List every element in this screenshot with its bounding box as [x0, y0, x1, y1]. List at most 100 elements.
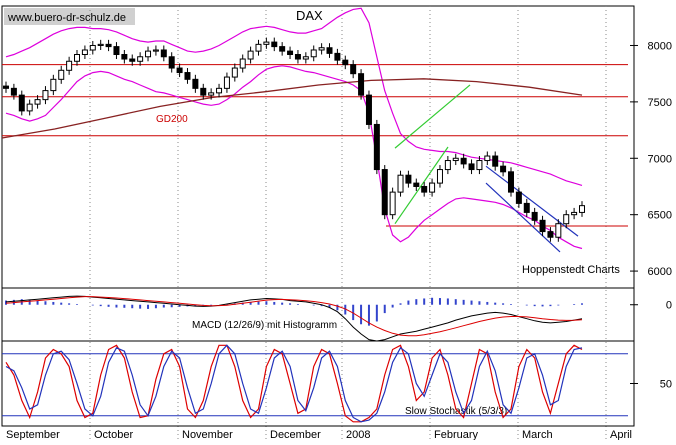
candle-body — [271, 41, 278, 48]
x-tick-label: December — [270, 429, 321, 440]
y-tick-label: 7500 — [648, 97, 672, 109]
candle-body — [89, 44, 96, 51]
candle-body — [531, 211, 538, 221]
candle-body — [287, 50, 294, 56]
watermark-box — [4, 8, 135, 25]
candle-body — [326, 47, 333, 54]
candle-body — [247, 50, 254, 60]
stochastic-d-line — [5, 344, 583, 423]
lower-bollinger-band — [5, 65, 583, 250]
candle-body — [539, 219, 546, 233]
candle-body — [239, 58, 246, 69]
candlesticks — [3, 37, 585, 242]
candle-body — [381, 169, 388, 216]
y-tick-label: 7000 — [648, 153, 672, 165]
stochastic-label: Slow Stochastik (5/3/3) — [405, 406, 507, 417]
stochastic-panel — [2, 344, 628, 423]
candle-body — [460, 157, 467, 165]
downtrend-channel-lower — [485, 182, 561, 253]
x-tick-label: September — [6, 429, 60, 440]
candle-body — [58, 69, 65, 80]
candle-body — [334, 52, 341, 61]
candle-body — [168, 56, 175, 69]
candle-body — [208, 92, 215, 96]
candle-body — [579, 205, 585, 213]
candle-body — [200, 87, 207, 96]
candle-body — [523, 202, 530, 213]
candle-body — [26, 103, 33, 112]
x-tick-label: November — [182, 429, 233, 440]
x-tick-label: April — [610, 429, 632, 440]
candle-body — [468, 163, 475, 171]
x-tick-label: 2008 — [346, 429, 370, 440]
candle-body — [216, 87, 223, 94]
x-tick-label: October — [94, 429, 133, 440]
candle-body — [421, 185, 428, 193]
candle-body — [571, 211, 578, 216]
candle-body — [563, 214, 570, 225]
candle-body — [444, 160, 451, 171]
support-resistance-lines — [2, 64, 628, 227]
candle-body — [294, 54, 301, 60]
candle-body — [231, 67, 238, 78]
watermark: www.buero-dr-schulz.de — [7, 12, 126, 24]
candle-body — [279, 46, 286, 52]
candle-body — [342, 59, 349, 66]
y-tick-label: 8000 — [648, 40, 672, 52]
candle-body — [66, 60, 73, 71]
candle-body — [436, 169, 443, 184]
candle-body — [350, 64, 357, 75]
candle-body — [113, 46, 120, 56]
candle-body — [507, 171, 514, 193]
candle-body — [223, 76, 230, 89]
candle-body — [81, 49, 88, 56]
candle-body — [452, 157, 459, 162]
macd-panel — [5, 295, 583, 342]
candle-body — [413, 182, 420, 187]
y-axis-ticks: 8000 7500 7000 6500 6000 0 50 — [630, 40, 672, 391]
source-label: Hoppenstedt Charts — [522, 264, 620, 276]
macd-line — [5, 295, 583, 342]
candle-body — [10, 87, 17, 96]
uptrend-channel-lower — [394, 146, 449, 225]
candle-body — [310, 49, 317, 58]
candle-body — [318, 47, 325, 51]
candle-body — [302, 56, 309, 60]
gd200-line — [1, 78, 583, 139]
candle-body — [405, 174, 412, 184]
candle-body — [50, 78, 57, 92]
candle-body — [129, 58, 136, 62]
gridlines — [89, 6, 607, 440]
candle-body — [484, 155, 491, 162]
candle-body — [397, 174, 404, 193]
candle-body — [365, 94, 372, 125]
candle-body — [547, 231, 554, 238]
y-tick-label: 50 — [660, 379, 672, 391]
y-tick-label: 6500 — [648, 210, 672, 222]
candle-body — [18, 94, 25, 112]
candle-body — [389, 191, 396, 216]
candle-body — [105, 43, 112, 48]
chart-title: DAX — [296, 8, 323, 23]
ma-label-gd200: GD200 — [156, 114, 188, 125]
candle-body — [555, 223, 562, 238]
x-tick-label: March — [522, 429, 553, 440]
candle-body — [145, 50, 152, 58]
candle-body — [192, 78, 199, 89]
candle-body — [358, 73, 365, 96]
candle-body — [137, 56, 144, 62]
candle-body — [152, 49, 159, 52]
candle-body — [176, 67, 183, 74]
x-axis-labels: September October November December 2008 Febr… — [2, 425, 634, 441]
candle-body — [515, 191, 522, 204]
macd-signal-line — [5, 296, 583, 337]
candle-body — [121, 54, 128, 60]
candle-body — [184, 72, 191, 80]
candle-body — [429, 182, 436, 193]
candle-body — [34, 99, 41, 105]
macd-label: MACD (12/26/9) mit Histogramm — [192, 320, 337, 331]
candle-body — [255, 43, 262, 52]
candle-body — [476, 160, 483, 171]
